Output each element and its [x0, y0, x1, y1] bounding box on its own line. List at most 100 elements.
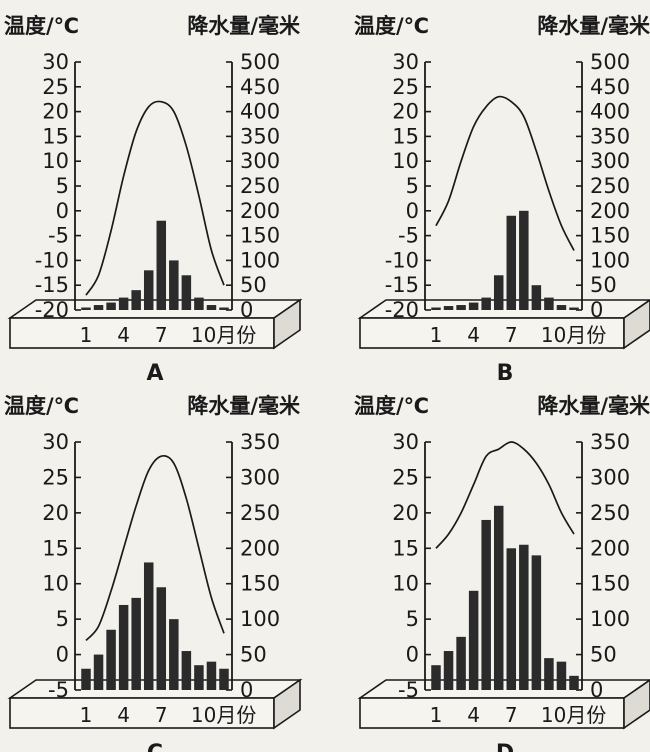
- month-tick-label: 7: [155, 703, 168, 727]
- precipitation-bar-month-4: [118, 297, 129, 310]
- precipitation-bar-month-11: [556, 661, 567, 690]
- chart-panel-d: 温度/℃ 降水量/毫米302520151050-53503002502001501…: [354, 394, 650, 752]
- chart-panel-b: 温度/℃ 降水量/毫米302520151050-5-10-15-205004504…: [354, 14, 650, 386]
- precipitation-bar-month-2: [93, 305, 104, 310]
- temperature-tick-label: 15: [42, 124, 69, 148]
- precipitation-tick-label: 50: [590, 643, 617, 667]
- precipitation-bar-month-8: [519, 210, 529, 310]
- precipitation-tick-label: 150: [590, 572, 630, 596]
- precipitation-tick-label: 400: [590, 100, 630, 124]
- precipitation-bar-month-12: [219, 307, 229, 310]
- precipitation-bar-month-2: [443, 651, 454, 690]
- month-tick-label: 4: [467, 703, 480, 727]
- precipitation-bar-month-12: [219, 668, 229, 690]
- temperature-tick-label: 10: [42, 572, 69, 596]
- precipitation-bar-month-4: [118, 604, 129, 690]
- precipitation-bar-month-9: [531, 285, 542, 310]
- month-tick-label: 1: [430, 703, 443, 727]
- precipitation-tick-label: 300: [240, 149, 280, 173]
- precipitation-bar-month-4: [468, 590, 479, 690]
- temperature-tick-label: -10: [35, 248, 69, 272]
- precipitation-bar-month-7: [506, 215, 517, 310]
- precipitation-bar-month-6: [143, 562, 154, 690]
- temperature-tick-label: 30: [42, 430, 69, 454]
- chart-panel-title: A: [146, 361, 163, 386]
- precipitation-bar-month-4: [468, 302, 479, 310]
- chart-panel-a: 温度/℃ 降水量/毫米302520151050-5-10-15-205004504…: [4, 14, 303, 386]
- precipitation-bar-month-2: [443, 306, 454, 310]
- month-tick-label: 10月份: [191, 323, 256, 347]
- temperature-tick-label: 5: [406, 607, 419, 631]
- precipitation-bar-month-12: [569, 307, 579, 310]
- temperature-tick-label: 20: [42, 100, 69, 124]
- temperature-tick-label: 15: [392, 124, 419, 148]
- precipitation-axis-title: 降水量/毫米: [537, 394, 650, 418]
- temperature-tick-label: -10: [385, 248, 419, 272]
- temperature-tick-label: -5: [48, 224, 69, 248]
- precipitation-tick-label: 500: [240, 50, 280, 74]
- temperature-tick-label: -15: [35, 273, 69, 297]
- precipitation-tick-label: 450: [240, 75, 280, 99]
- precipitation-bar-month-8: [169, 619, 179, 690]
- month-tick-label: 7: [155, 323, 168, 347]
- precipitation-bar-month-3: [106, 629, 116, 690]
- precipitation-bar-month-5: [481, 519, 491, 690]
- temperature-tick-label: 10: [392, 572, 419, 596]
- month-tick-label: 4: [467, 323, 480, 347]
- temperature-curve: [85, 100, 225, 296]
- month-tick-label: 1: [80, 703, 93, 727]
- base-slab-front: [9, 317, 275, 349]
- precipitation-bar-month-5: [131, 290, 141, 310]
- precipitation-bar-month-2: [93, 654, 104, 690]
- base-slab-front: [359, 317, 625, 349]
- precipitation-bar-month-8: [519, 544, 529, 690]
- precipitation-bar-month-1: [81, 668, 91, 690]
- temperature-tick-label: 5: [56, 174, 69, 198]
- precipitation-bar-month-7: [156, 220, 167, 310]
- precipitation-bar-month-11: [206, 305, 217, 310]
- precipitation-bar-month-10: [544, 297, 554, 310]
- precipitation-bar-month-9: [181, 651, 192, 690]
- month-tick-label: 10月份: [541, 323, 606, 347]
- temperature-tick-label: 0: [406, 199, 419, 223]
- precipitation-tick-label: 350: [240, 124, 280, 148]
- month-tick-label: 1: [80, 323, 93, 347]
- precipitation-bar-month-10: [194, 665, 204, 690]
- precipitation-tick-label: 0: [590, 298, 603, 322]
- precipitation-bar-month-6: [493, 505, 504, 690]
- month-tick-label: 10月份: [191, 703, 256, 727]
- temperature-tick-label: -5: [48, 678, 69, 702]
- month-tick-label: 10月份: [541, 703, 606, 727]
- temperature-curve: [435, 441, 575, 549]
- temperature-axis-title: 温度/℃: [354, 14, 429, 38]
- base-slab-side: [273, 678, 301, 730]
- month-tick-label: 4: [117, 323, 130, 347]
- precipitation-tick-label: 300: [590, 465, 630, 489]
- precipitation-bar-month-11: [556, 305, 567, 310]
- base-slab-side: [623, 679, 650, 730]
- chart-panel-title: D: [496, 741, 514, 752]
- precipitation-tick-label: 300: [590, 149, 630, 173]
- temperature-tick-label: 30: [392, 430, 419, 454]
- base-slab-front: [9, 697, 275, 729]
- precipitation-tick-label: 250: [590, 501, 630, 525]
- precipitation-bar-month-6: [143, 270, 154, 310]
- precipitation-bar-month-8: [169, 260, 179, 310]
- temperature-tick-label: 25: [42, 75, 69, 99]
- temperature-axis-title: 温度/℃: [4, 14, 79, 38]
- precipitation-tick-label: 50: [240, 273, 267, 297]
- precipitation-tick-label: 200: [590, 199, 630, 223]
- temperature-axis-title: 温度/℃: [4, 394, 79, 418]
- precipitation-tick-label: 150: [590, 224, 630, 248]
- precipitation-tick-label: 50: [240, 643, 267, 667]
- temperature-tick-label: 20: [392, 100, 419, 124]
- temperature-tick-label: 5: [56, 607, 69, 631]
- precipitation-tick-label: 0: [240, 298, 253, 322]
- temperature-tick-label: -5: [398, 678, 419, 702]
- precipitation-tick-label: 100: [240, 248, 280, 272]
- chart-panel-title: B: [497, 361, 514, 386]
- precipitation-tick-label: 450: [590, 75, 630, 99]
- precipitation-bar-month-10: [544, 658, 554, 690]
- precipitation-bar-month-3: [456, 636, 466, 690]
